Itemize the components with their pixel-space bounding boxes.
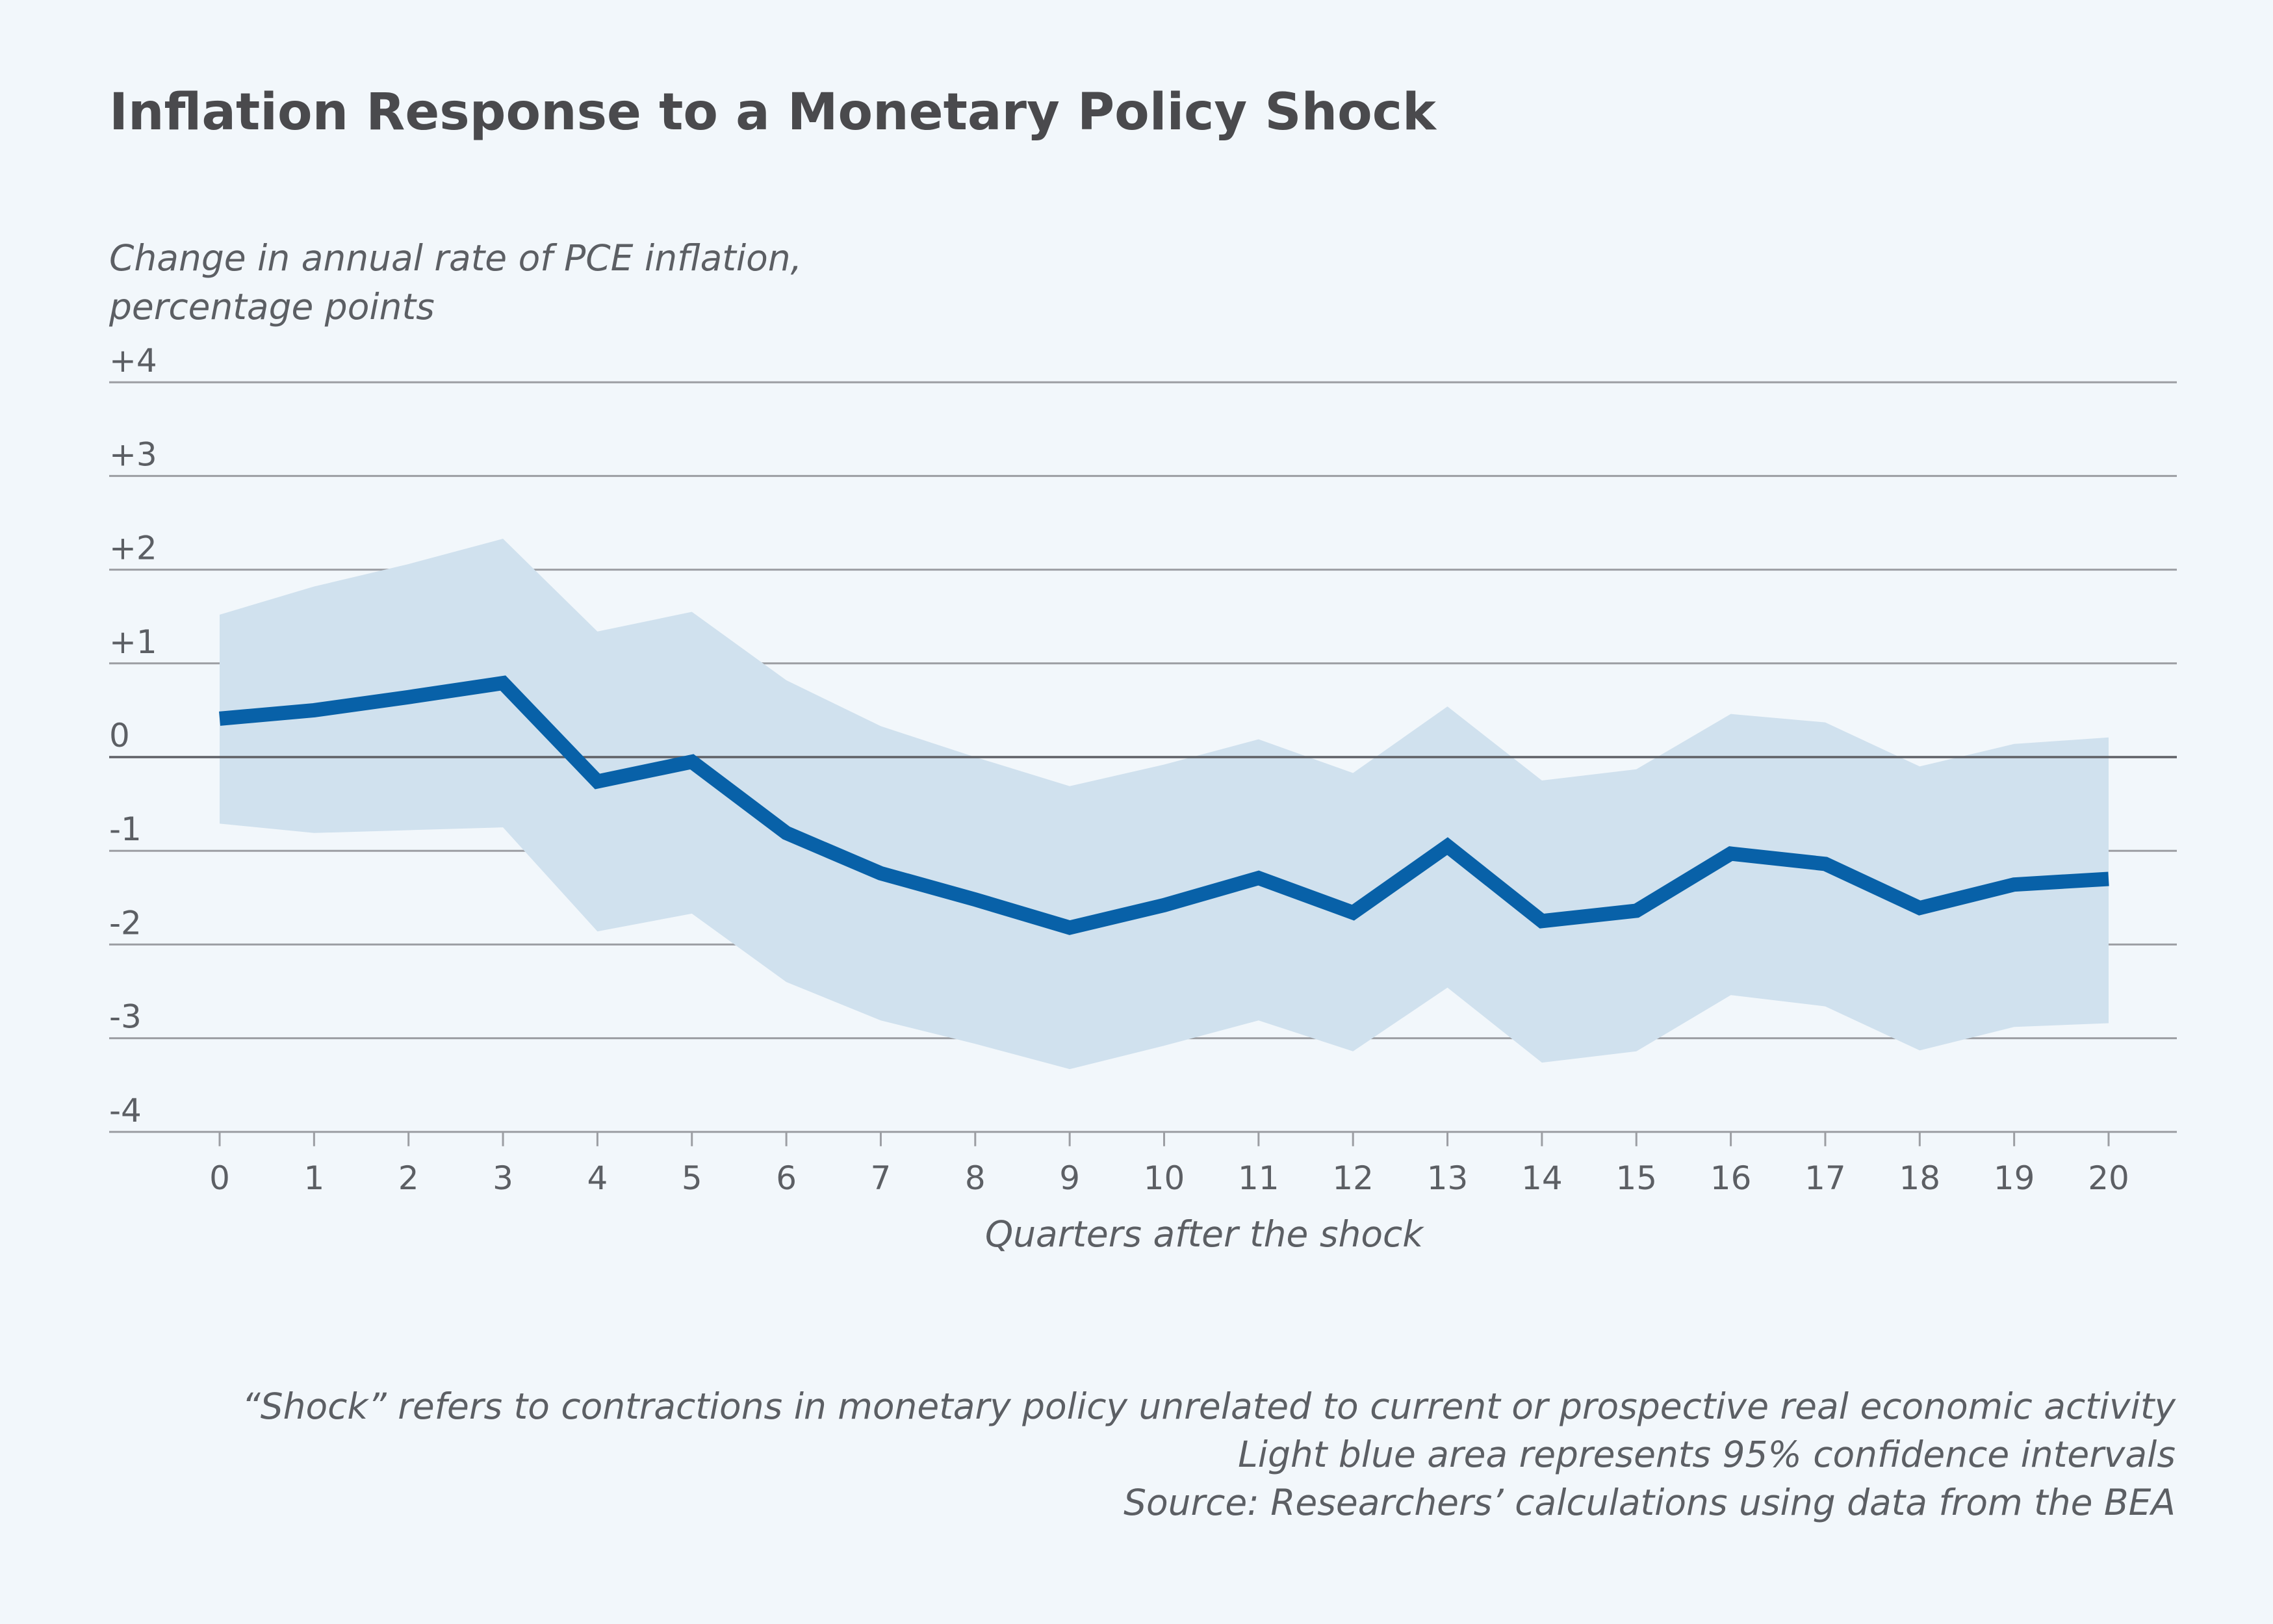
footnote-confidence-interval: Light blue area represents 95% confidenc… <box>1238 1434 2176 1475</box>
x-tick-label: 20 <box>2088 1159 2129 1197</box>
x-tick-label: 18 <box>1899 1159 1940 1197</box>
y-tick-label: -4 <box>109 1092 142 1129</box>
x-tick-label: 12 <box>1332 1159 1374 1197</box>
x-tick-label: 4 <box>587 1159 608 1197</box>
y-tick-label: 0 <box>109 717 130 754</box>
x-tick-label: 10 <box>1144 1159 1185 1197</box>
footnote-shock-definition: “Shock” refers to contractions in moneta… <box>242 1386 2176 1427</box>
y-tick-label: -3 <box>109 998 142 1036</box>
confidence-band <box>220 539 2109 1070</box>
x-tick-label: 13 <box>1427 1159 1469 1197</box>
y-tick-label: -2 <box>109 904 142 942</box>
y-tick-label: +1 <box>109 623 157 661</box>
y-axis-label-line-1: Change in annual rate of PCE inflation, <box>109 237 803 279</box>
x-tick-label: 0 <box>209 1159 230 1197</box>
y-tick-label: +4 <box>109 342 157 380</box>
x-tick-label: 16 <box>1710 1159 1752 1197</box>
series-line-group <box>219 675 2109 935</box>
confidence-interval-area <box>220 539 2109 1070</box>
x-tick-label: 15 <box>1615 1159 1657 1197</box>
y-tick-labels: +4 +3 +2 +1 0 -1 -2 -3 -4 <box>109 342 157 1129</box>
y-axis-label-line-2: percentage points <box>109 286 435 328</box>
x-tick-label: 17 <box>1804 1159 1846 1197</box>
x-tick-label: 5 <box>682 1159 702 1197</box>
x-axis-label: Quarters after the shock <box>985 1213 1424 1255</box>
x-tick-label: 7 <box>871 1159 892 1197</box>
x-tick-label: 1 <box>303 1159 324 1197</box>
y-tick-label: -1 <box>109 810 142 848</box>
x-tick-label: 3 <box>493 1159 513 1197</box>
x-ticks: 0 1 2 3 4 5 6 7 8 9 10 11 12 13 14 15 16 17 18 19 20 <box>209 1131 2129 1197</box>
x-tick-label: 19 <box>1994 1159 2035 1197</box>
x-tick-label: 11 <box>1238 1159 1279 1197</box>
footnote-source: Source: Researchers’ calculations using … <box>1124 1482 2176 1523</box>
x-tick-label: 14 <box>1521 1159 1563 1197</box>
y-tick-label: +3 <box>109 435 157 473</box>
x-tick-label: 6 <box>776 1159 797 1197</box>
x-tick-label: 9 <box>1059 1159 1080 1197</box>
x-tick-label: 8 <box>965 1159 986 1197</box>
y-tick-label: +2 <box>109 530 157 567</box>
series-line <box>219 675 2109 935</box>
x-tick-label: 2 <box>398 1159 419 1197</box>
chart-title: Inflation Response to a Monetary Policy … <box>109 83 1436 142</box>
